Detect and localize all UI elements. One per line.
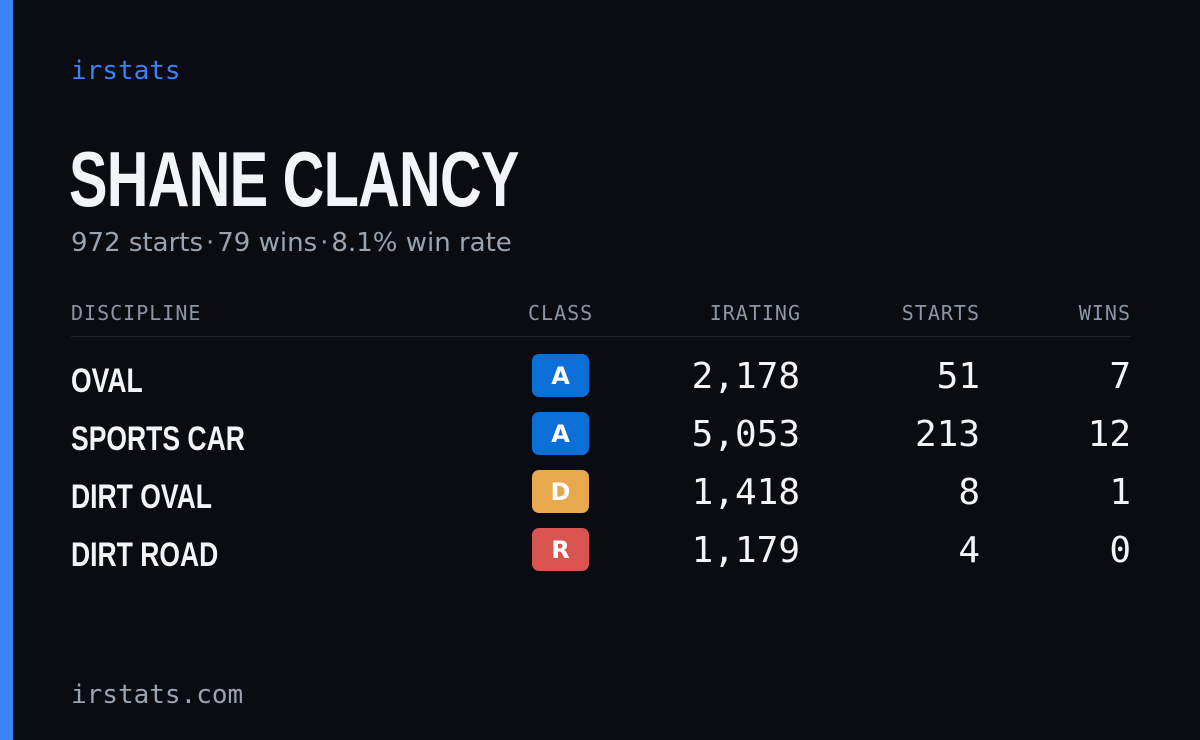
discipline-table: DISCIPLINE CLASS IRATING STARTS WINS OVA…: [71, 296, 1131, 586]
column-header-wins: WINS: [1078, 301, 1131, 325]
table-row: SPORTS CAR A 5,053 213 12: [71, 412, 1131, 470]
summary-starts: 972 starts: [71, 228, 203, 258]
starts-value: 213: [914, 414, 980, 455]
table-body: OVAL A 2,178 51 7 SPORTS CAR A 5,053 213…: [71, 337, 1131, 586]
irating-value: 1,418: [691, 472, 800, 513]
license-class-badge: A: [532, 412, 589, 455]
column-header-starts: STARTS: [901, 301, 980, 325]
table-row: OVAL A 2,178 51 7: [71, 354, 1131, 412]
brand-logo-text: irstats: [71, 56, 181, 86]
wins-value: 12: [1087, 414, 1131, 455]
table-row: DIRT ROAD R 1,179 4 0: [71, 528, 1131, 586]
wins-value: 1: [1109, 472, 1131, 513]
irating-value: 1,179: [691, 530, 800, 571]
discipline-name: SPORTS CAR: [71, 420, 245, 458]
license-class-badge: D: [532, 470, 589, 513]
accent-bar: [0, 0, 13, 740]
separator-dot: ·: [320, 228, 329, 258]
separator-dot: ·: [206, 228, 215, 258]
driver-name: SHANE CLANCY: [69, 135, 519, 223]
starts-value: 8: [958, 472, 980, 513]
driver-summary: 972 starts · 79 wins · 8.1% win rate: [71, 228, 512, 258]
discipline-name: DIRT OVAL: [71, 478, 212, 516]
wins-value: 0: [1109, 530, 1131, 571]
irating-value: 5,053: [691, 414, 800, 455]
column-header-class: CLASS: [528, 301, 594, 325]
discipline-name: OVAL: [71, 362, 143, 400]
summary-wins: 79 wins: [217, 228, 318, 258]
table-header: DISCIPLINE CLASS IRATING STARTS WINS: [71, 296, 1131, 337]
column-header-irating: IRATING: [709, 301, 801, 325]
wins-value: 7: [1109, 356, 1131, 397]
summary-win-rate: 8.1% win rate: [331, 228, 512, 258]
column-header-discipline: DISCIPLINE: [71, 301, 202, 325]
footer-url: irstats.com: [71, 680, 244, 710]
discipline-name: DIRT ROAD: [71, 536, 219, 574]
starts-value: 4: [958, 530, 980, 571]
license-class-badge: A: [532, 354, 589, 397]
irating-value: 2,178: [691, 356, 800, 397]
license-class-badge: R: [532, 528, 589, 571]
table-row: DIRT OVAL D 1,418 8 1: [71, 470, 1131, 528]
starts-value: 51: [936, 356, 980, 397]
